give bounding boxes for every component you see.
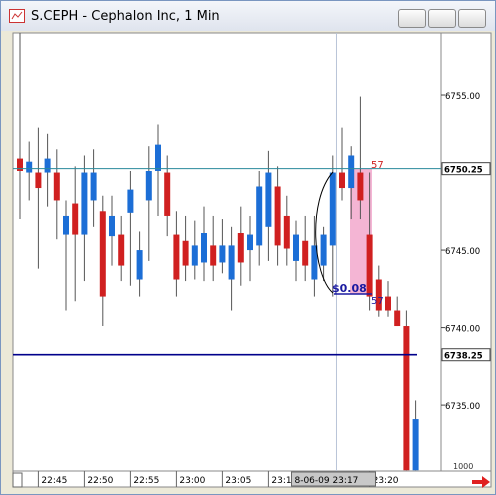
minimize-button[interactable] — [398, 9, 426, 28]
x-tick-label: 22:50 — [87, 476, 113, 486]
app-icon — [9, 9, 25, 23]
candle-body — [26, 161, 33, 173]
candle-body — [63, 215, 69, 235]
candle-body — [99, 211, 106, 297]
candle-body — [348, 155, 355, 189]
candle-body — [375, 279, 382, 311]
candle-body — [136, 250, 143, 280]
annotation: 57 — [371, 160, 384, 171]
measure-curve — [315, 171, 334, 294]
candle-body — [155, 144, 161, 171]
candle-body — [17, 158, 23, 171]
maximize-button[interactable] — [428, 9, 456, 28]
x-tick-label: 22:45 — [41, 476, 67, 486]
candle-body — [53, 172, 60, 201]
x-tick-label: 23:05 — [225, 476, 251, 486]
candle-body — [339, 172, 345, 189]
candle-body — [164, 172, 171, 216]
candle-body — [228, 245, 235, 280]
candle-body — [293, 234, 299, 261]
candle-body — [283, 215, 290, 249]
candle-body — [72, 203, 79, 235]
candle-body — [302, 240, 309, 266]
candle-body — [44, 158, 51, 173]
candle-body — [118, 234, 125, 266]
candle-body — [90, 172, 97, 201]
x-tick-label: 22:55 — [133, 476, 159, 486]
y-tick-label: 6755.00 — [445, 92, 480, 102]
y-tick-label: 6740.00 — [445, 325, 480, 335]
candle-body — [201, 233, 207, 263]
y-tick-label: 6735.00 — [445, 402, 480, 412]
candle-body — [394, 310, 401, 327]
x-tick-label: 23:20 — [373, 476, 399, 486]
candle-body — [145, 170, 152, 201]
title-bar: S.CEPH - Cephalon Inc, 1 Min — [1, 1, 495, 31]
scroll-arrow — [472, 476, 490, 488]
candle-body — [219, 245, 226, 263]
annotation: 57 — [371, 296, 384, 307]
price-label-box — [441, 162, 491, 176]
candle-body — [210, 245, 217, 266]
candle-body — [311, 245, 318, 280]
candle-body — [320, 234, 327, 266]
measure-band — [350, 168, 372, 294]
candle-body — [329, 172, 336, 246]
candle-body — [366, 234, 373, 297]
price-label: 6738.25 — [444, 352, 483, 362]
chart: 6755.00 6745.00 6740.00 6735.00 22:45 22:50 22… — [12, 32, 492, 488]
candle-body — [256, 186, 263, 246]
x-tick-label: 23:10 — [271, 476, 297, 486]
candle-body — [385, 296, 391, 311]
annotation: $0.08 — [332, 282, 367, 295]
plot-area — [12, 32, 442, 472]
candle-body — [247, 234, 253, 251]
price-label-box — [441, 348, 491, 362]
crosshair-label: 8-06-09 23:17 — [294, 476, 358, 486]
window-title: S.CEPH - Cephalon Inc, 1 Min — [31, 9, 220, 24]
price-axis — [440, 32, 492, 472]
candle-body — [237, 233, 244, 263]
candle-body — [127, 189, 134, 213]
candle-body — [357, 172, 364, 201]
candle-body — [274, 186, 281, 246]
candle-body — [173, 234, 180, 280]
candle-body — [412, 419, 419, 471]
candle-body — [109, 215, 115, 237]
x-tick-label: 23:00 — [179, 476, 205, 486]
price-label: 6750.25 — [444, 166, 483, 176]
candle-body — [265, 172, 272, 227]
candle-body — [182, 240, 189, 266]
close-button[interactable] — [458, 9, 486, 28]
candle-body — [81, 172, 88, 235]
candle-body — [403, 326, 410, 471]
volume-label: 1000 — [453, 462, 473, 471]
candle-body — [191, 245, 198, 266]
scroll-handle — [12, 472, 23, 488]
crosshair-label-box — [290, 471, 376, 487]
candle-body — [35, 172, 42, 189]
y-tick-label: 6745.00 — [445, 247, 480, 257]
